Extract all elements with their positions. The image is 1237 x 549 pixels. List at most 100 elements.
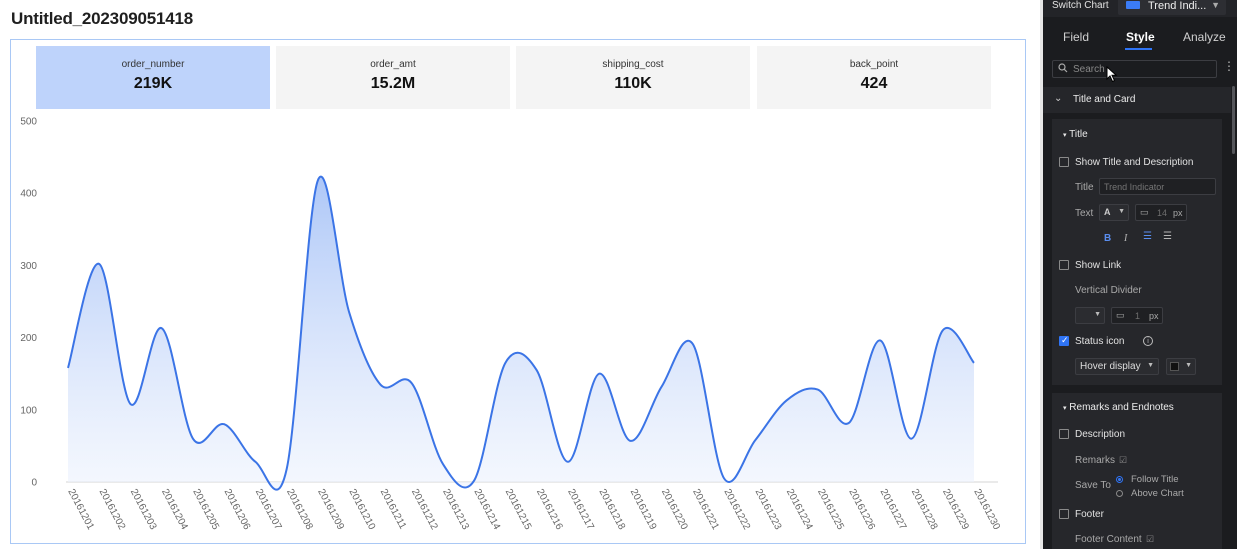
data-point[interactable] [877, 337, 883, 343]
x-tick-label: 20161218 [596, 487, 627, 532]
data-point[interactable] [909, 436, 915, 442]
hover-display-select[interactable]: Hover display ▼ [1075, 358, 1159, 375]
title-settings-block: ▾ Title Show Title and Description Title… [1052, 119, 1222, 385]
data-point[interactable] [315, 177, 321, 183]
switch-chart-label: Switch Chart [1052, 0, 1109, 11]
remarks-subsection-header[interactable]: ▾ Remarks and Endnotes [1063, 402, 1174, 413]
data-point[interactable] [127, 401, 133, 407]
trend-chart-card[interactable]: order_number 219K order_amt 15.2M shippi… [10, 39, 1026, 544]
data-point[interactable] [659, 384, 665, 390]
data-point[interactable] [252, 459, 258, 465]
follow-title-label: Follow Title [1131, 474, 1179, 485]
data-point[interactable] [471, 478, 477, 484]
edit-icon[interactable]: ☑ [1119, 455, 1128, 465]
x-tick-label: 20161221 [690, 487, 721, 532]
data-point[interactable] [752, 437, 758, 443]
x-tick-label: 20161208 [284, 487, 315, 532]
kpi-value: 15.2M [370, 75, 416, 92]
data-point[interactable] [96, 261, 102, 267]
data-point[interactable] [565, 459, 571, 465]
font-size-value: 14 [1157, 208, 1168, 218]
section-title-and-card[interactable]: ⌄ Title and Card [1043, 87, 1231, 113]
tab-field[interactable]: Field [1063, 30, 1090, 44]
bold-icon[interactable]: B [1104, 233, 1112, 244]
above-chart-radio[interactable] [1116, 490, 1123, 497]
follow-title-radio[interactable] [1116, 476, 1123, 483]
caret-down-icon: ▼ [1147, 362, 1154, 369]
data-point[interactable] [721, 475, 727, 481]
footer-checkbox[interactable] [1059, 509, 1069, 519]
search-input[interactable] [1073, 63, 1208, 75]
monitor-icon: ▭ [1140, 207, 1149, 217]
y-tick-label: 400 [20, 189, 37, 200]
align-center-icon[interactable]: ☰ [1163, 231, 1172, 242]
footer-label: Footer [1075, 509, 1104, 520]
align-left-icon[interactable]: ☰ [1143, 231, 1152, 242]
data-point[interactable] [65, 365, 71, 371]
status-icon-color-select[interactable]: ▼ [1166, 358, 1196, 375]
scroll-divider[interactable] [1040, 0, 1043, 549]
data-point[interactable] [377, 382, 383, 388]
data-point[interactable] [346, 309, 352, 315]
y-tick-label: 300 [20, 261, 37, 272]
x-tick-label: 20161223 [753, 487, 784, 532]
kpi-card-order-number[interactable]: order_number 219K [36, 46, 270, 109]
data-point[interactable] [846, 420, 852, 426]
italic-icon[interactable]: I [1124, 233, 1128, 244]
x-tick-label: 20161205 [190, 487, 221, 532]
title-input[interactable] [1099, 178, 1216, 195]
data-point[interactable] [159, 325, 165, 331]
description-checkbox[interactable] [1059, 429, 1069, 439]
data-point[interactable] [409, 380, 415, 386]
tab-analyze[interactable]: Analyze [1183, 30, 1226, 44]
data-point[interactable] [190, 436, 196, 442]
settings-panel: Switch Chart Trend Indi... ▼ Field Style… [1043, 0, 1237, 549]
more-options-icon[interactable]: ⋮ [1223, 59, 1235, 73]
edit-icon[interactable]: ☑ [1146, 534, 1155, 544]
data-point[interactable] [502, 360, 508, 366]
info-icon[interactable]: i [1143, 336, 1153, 346]
x-tick-label: 20161211 [378, 487, 408, 531]
chart-type-select[interactable]: Trend Indi... ▼ [1118, 0, 1226, 15]
kpi-card-back-point[interactable]: back_point 424 [757, 46, 991, 109]
tab-style[interactable]: Style [1126, 30, 1155, 44]
data-point[interactable] [627, 438, 633, 444]
x-tick-label: 20161203 [128, 487, 159, 532]
footer-content-label: Footer Content [1075, 534, 1142, 545]
kpi-card-order-amt[interactable]: order_amt 15.2M [276, 46, 510, 109]
data-point[interactable] [971, 360, 977, 366]
title-subsection-header[interactable]: ▾ Title [1063, 129, 1088, 140]
show-link-checkbox[interactable] [1059, 260, 1069, 270]
remarks-label: Remarks [1075, 455, 1116, 466]
x-tick-label: 20161212 [409, 487, 440, 532]
page-title[interactable]: Untitled_202309051418 [11, 9, 193, 28]
kpi-value: 424 [860, 75, 888, 92]
data-point[interactable] [940, 327, 946, 333]
kpi-card-shipping-cost[interactable]: shipping_cost 110K [516, 46, 750, 109]
data-point[interactable] [284, 466, 290, 472]
data-point[interactable] [534, 367, 540, 373]
data-point[interactable] [690, 341, 696, 347]
data-point[interactable] [440, 461, 446, 467]
data-point[interactable] [784, 397, 790, 403]
show-title-desc-checkbox[interactable] [1059, 157, 1069, 167]
font-size-input[interactable]: ▭ 14 px [1135, 204, 1187, 221]
caret-down-icon: ▾ [1063, 132, 1067, 139]
divider-size-input[interactable]: ▭ 1 px [1111, 307, 1163, 324]
show-link-label: Show Link [1075, 260, 1122, 271]
series-line[interactable] [67, 175, 975, 491]
data-point[interactable] [815, 387, 821, 393]
panel-scrollbar[interactable] [1232, 86, 1235, 154]
active-tab-indicator [1125, 48, 1152, 50]
data-point[interactable] [221, 421, 227, 427]
font-select[interactable]: A ▼ [1099, 204, 1129, 221]
trend-chart-icon [1126, 1, 1140, 9]
data-point[interactable] [596, 371, 602, 377]
text-field-label: Text [1075, 208, 1094, 219]
status-icon-label: Status icon [1075, 336, 1125, 347]
hover-display-value: Hover display [1080, 361, 1141, 372]
divider-color-select[interactable]: ▼ [1075, 307, 1105, 324]
status-icon-checkbox[interactable] [1059, 335, 1069, 346]
search-box[interactable] [1052, 60, 1217, 78]
